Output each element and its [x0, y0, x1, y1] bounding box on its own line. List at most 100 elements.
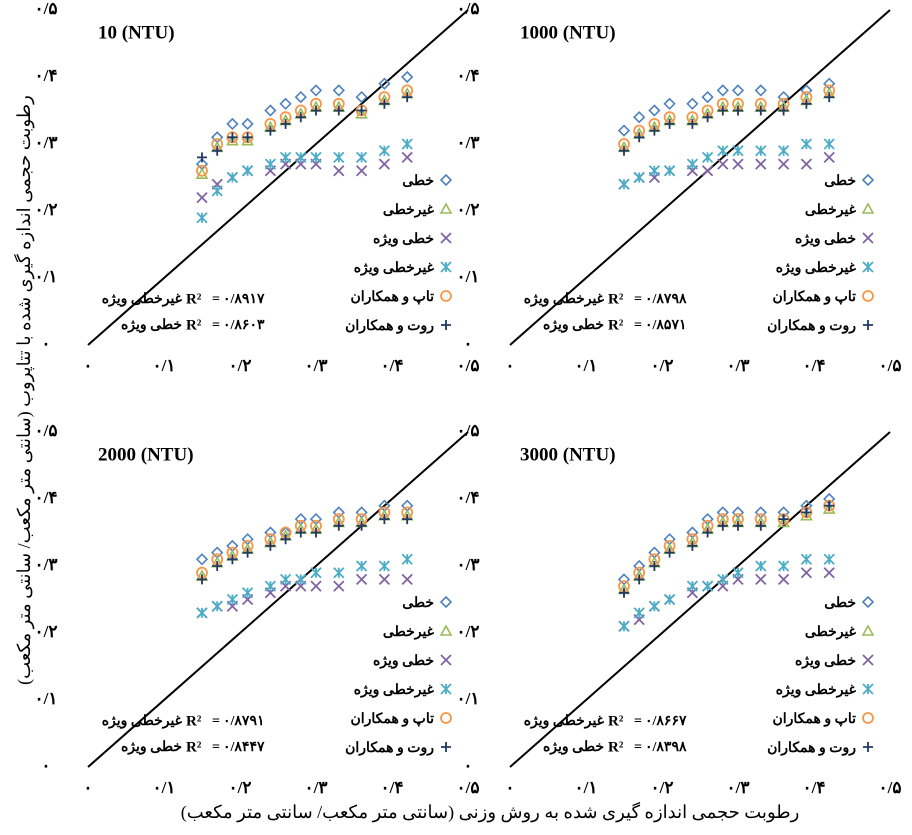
legend-marker — [440, 712, 452, 724]
data-point — [755, 158, 767, 170]
annotation-value: ۰/۸۷۹۱ — [223, 714, 265, 729]
data-point — [801, 98, 812, 109]
data-point — [687, 540, 698, 551]
data-point — [195, 553, 209, 566]
data-point — [717, 145, 729, 157]
legend-label: غیرخطی — [805, 203, 857, 218]
data-point — [619, 587, 629, 598]
legend-label: غیرخطی — [805, 625, 857, 640]
one-to-one-line — [87, 9, 469, 346]
y-tick-label: ۰/۲ — [35, 200, 58, 219]
data-point — [195, 167, 209, 179]
data-point — [686, 580, 699, 592]
data-point — [356, 520, 367, 531]
data-point — [648, 104, 661, 117]
data-point — [754, 84, 767, 97]
legend-marker — [441, 742, 451, 752]
data-point — [777, 158, 790, 170]
x-tick-label: ۰/۵ — [879, 356, 902, 375]
data-point — [356, 105, 367, 116]
data-point — [355, 151, 368, 164]
x-tick-label: ۰/۳ — [305, 356, 328, 375]
y-tick-label: ۰/۲ — [457, 622, 480, 641]
data-point — [733, 520, 743, 531]
data-point — [401, 553, 413, 565]
legend-label: خطی ویژه — [373, 654, 434, 669]
x-axis-label: رطوبت حجمی اندازه گیری شده به روش وزنی (… — [181, 801, 800, 823]
one-to-one-line — [509, 9, 891, 346]
x-tick-label: ۰/۵ — [879, 778, 902, 797]
y-tick-label: ۰/۵ — [457, 0, 480, 18]
legend-marker — [862, 261, 874, 273]
y-tick-label: ۰/۱ — [457, 689, 480, 708]
y-tick-label: ۰/۴ — [35, 66, 58, 85]
legend-label: خطی ویژه — [795, 654, 856, 669]
y-tick-label: ۰/۱ — [35, 689, 58, 708]
legend-label: خطی — [402, 596, 434, 611]
annotation-stat: R² — [608, 739, 624, 755]
annotation-stat: R² — [608, 291, 624, 307]
legend-label: غیرخطی — [383, 625, 435, 640]
data-point — [355, 165, 368, 177]
data-point — [778, 514, 789, 525]
data-point — [333, 165, 345, 177]
annotation-value: ۰/۸۹۱۷ — [223, 292, 265, 307]
data-point — [755, 573, 767, 586]
data-point — [333, 520, 344, 531]
data-point — [242, 547, 253, 558]
data-point — [648, 165, 661, 177]
annotation-value: ۰/۸۶۶۷ — [645, 714, 687, 729]
data-point — [332, 84, 345, 97]
data-point — [617, 124, 631, 137]
panel-title: 1000 (NTU) — [520, 22, 616, 43]
x-tick-label: ۰ — [83, 778, 92, 797]
data-point — [717, 520, 728, 531]
legend-label: غیرخطی ویژه — [354, 261, 435, 276]
legend-marker — [439, 624, 453, 636]
data-point — [311, 527, 321, 538]
data-point — [648, 600, 661, 612]
y-axis-label: رطوبت حجمی اندازه گیری شده با تتاپروب (س… — [13, 95, 35, 685]
data-point — [687, 118, 698, 129]
x-tick-label: ۰/۲ — [651, 356, 674, 375]
legend-label: خطی ویژه — [373, 232, 434, 247]
annotation-stat: R² — [186, 713, 202, 729]
annotation-name: خطی ویژه — [543, 318, 604, 333]
data-point — [378, 145, 391, 157]
data-point — [401, 70, 414, 84]
data-point — [264, 104, 277, 117]
data-point — [279, 151, 292, 164]
data-point — [823, 138, 835, 150]
legend-marker — [861, 202, 875, 214]
legend-label: روت و همکاران — [345, 318, 434, 334]
data-point — [333, 567, 345, 579]
annotation-sign: = — [212, 292, 220, 307]
data-point — [333, 151, 345, 164]
x-tick-label: ۰/۴ — [381, 356, 404, 375]
data-point — [402, 92, 413, 103]
legend-marker — [440, 683, 452, 695]
legend-label: غیرخطی ویژه — [776, 261, 857, 276]
legend-label: روت و همکاران — [345, 740, 434, 756]
data-point — [378, 573, 391, 586]
data-point — [618, 178, 630, 190]
data-point — [716, 84, 729, 97]
data-point — [279, 573, 292, 586]
data-point — [777, 515, 790, 528]
legend-marker — [862, 290, 874, 302]
annotation-name: غیرخطی ویژه — [102, 714, 183, 729]
data-point — [800, 158, 813, 170]
data-point — [227, 554, 238, 565]
legend-marker — [862, 712, 874, 724]
data-point — [401, 138, 413, 150]
annotation-value: ۰/۸۶۰۳ — [223, 318, 265, 333]
data-point — [824, 92, 835, 103]
legend-label: روت و همکاران — [767, 740, 856, 756]
annotation-sign: = — [212, 714, 220, 729]
annotation-value: ۰/۸۳۹۸ — [645, 740, 687, 755]
y-tick-label: ۰/۵ — [35, 0, 58, 18]
data-point — [733, 105, 743, 116]
annotation-stat: R² — [608, 317, 624, 333]
data-point — [800, 553, 813, 565]
x-tick-label: ۰/۳ — [305, 778, 328, 797]
